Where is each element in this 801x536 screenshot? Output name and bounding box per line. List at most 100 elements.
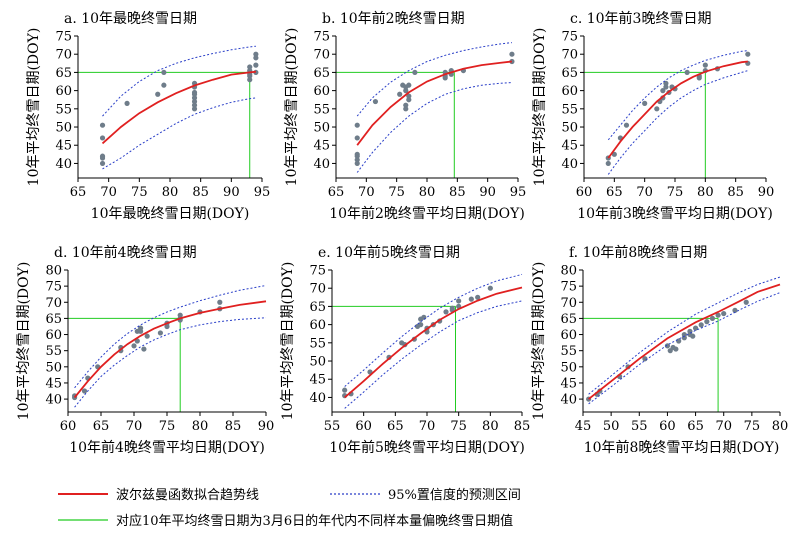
data-point bbox=[421, 314, 427, 320]
data-point bbox=[342, 387, 348, 393]
y-tick-label: 75 bbox=[313, 30, 330, 45]
data-point bbox=[442, 75, 448, 81]
data-point bbox=[138, 328, 144, 334]
y-tick-label: 65 bbox=[45, 312, 62, 327]
x-tick-label: 70 bbox=[419, 419, 436, 434]
data-point bbox=[509, 51, 515, 57]
x-tick-label: 60 bbox=[60, 419, 77, 434]
data-point bbox=[124, 100, 130, 106]
y-tick-label: 70 bbox=[309, 282, 326, 297]
data-point bbox=[692, 325, 699, 331]
data-point bbox=[456, 298, 462, 304]
y-tick-label: 70 bbox=[45, 296, 62, 311]
y-tick-label: 70 bbox=[313, 48, 330, 63]
x-tick-label: 60 bbox=[355, 419, 372, 434]
data-point bbox=[623, 122, 630, 128]
x-tick-label: 55 bbox=[324, 419, 341, 434]
prediction-upper-line bbox=[607, 50, 748, 141]
y-tick-label: 45 bbox=[561, 139, 578, 154]
x-tick-label: 50 bbox=[603, 419, 620, 434]
legend-fit-swatch bbox=[58, 492, 108, 495]
y-tick-label: 45 bbox=[45, 376, 62, 391]
x-tick-label: 60 bbox=[659, 419, 676, 434]
y-axis-label: 10年平均终雪日期(DOY) bbox=[531, 262, 547, 421]
fit-line bbox=[607, 60, 748, 159]
x-tick-label: 90 bbox=[258, 419, 275, 434]
x-tick-label: 95 bbox=[254, 185, 271, 200]
data-point bbox=[253, 51, 259, 57]
data-point bbox=[684, 69, 690, 76]
data-point bbox=[487, 285, 493, 291]
data-point bbox=[253, 62, 259, 68]
data-point bbox=[81, 388, 88, 394]
x-tick-label: 45 bbox=[575, 419, 592, 434]
data-point bbox=[397, 91, 403, 97]
data-point bbox=[745, 51, 751, 57]
data-point bbox=[690, 333, 696, 339]
y-tick-label: 60 bbox=[561, 84, 578, 99]
y-tick-label: 65 bbox=[560, 312, 577, 327]
prediction-lower-line bbox=[588, 292, 781, 405]
y-tick-label: 65 bbox=[313, 66, 330, 81]
x-tick-label: 80 bbox=[162, 185, 179, 200]
y-tick-label: 50 bbox=[313, 121, 330, 136]
fit-line bbox=[588, 283, 781, 400]
y-axis-label: 10年平均终雪日期(DOY) bbox=[16, 262, 32, 421]
x-tick-label: 75 bbox=[131, 185, 148, 200]
data-point bbox=[709, 315, 716, 322]
data-point bbox=[673, 346, 679, 352]
y-tick-label: 55 bbox=[313, 102, 330, 117]
prediction-upper-line bbox=[344, 273, 523, 387]
data-point bbox=[177, 312, 183, 318]
data-point bbox=[144, 333, 150, 339]
x-tick-label: 80 bbox=[772, 419, 789, 434]
prediction-upper-line bbox=[588, 276, 781, 395]
x-tick-label: 65 bbox=[387, 419, 404, 434]
data-point bbox=[403, 88, 409, 94]
y-tick-label: 50 bbox=[309, 355, 326, 370]
data-point bbox=[403, 106, 409, 112]
y-tick-label: 65 bbox=[561, 66, 578, 81]
y-tick-label: 40 bbox=[309, 391, 326, 406]
data-point bbox=[191, 102, 198, 108]
data-point bbox=[99, 155, 106, 161]
fit-line bbox=[101, 70, 257, 145]
y-tick-label: 55 bbox=[560, 344, 577, 359]
x-tick-label: 75 bbox=[388, 185, 405, 200]
y-tick-label: 55 bbox=[561, 102, 578, 117]
data-point bbox=[654, 106, 660, 112]
x-tick-label: 80 bbox=[482, 419, 499, 434]
y-tick-label: 65 bbox=[55, 66, 72, 81]
x-tick-label: 75 bbox=[450, 419, 467, 434]
y-tick-label: 75 bbox=[55, 30, 72, 45]
x-tick-label: 65 bbox=[328, 185, 345, 200]
y-tick-label: 45 bbox=[560, 376, 577, 391]
y-tick-label: 80 bbox=[560, 264, 577, 279]
legend-fit-label: 波尔兹曼函数拟合趋势线 bbox=[116, 488, 260, 503]
data-point bbox=[403, 102, 409, 108]
y-tick-label: 40 bbox=[45, 393, 62, 408]
x-axis-label: 10年前2晚终雪平均日期(DOY) bbox=[329, 205, 525, 222]
panel-1: a. 10年最晚终雪日期 65 70 75 80 85 90 95 40 45 50 55 60 65 70… bbox=[26, 11, 270, 222]
data-point bbox=[247, 77, 253, 83]
x-tick-label: 65 bbox=[606, 185, 623, 200]
legend-fit: 波尔兹曼函数拟合趋势线 bbox=[58, 484, 259, 503]
legend-reference-label: 对应10年平均终雪日期为3月6日的年代内不同样本量偏晚终雪日期值 bbox=[116, 514, 514, 529]
data-point bbox=[253, 55, 259, 61]
legend-reference: 对应10年平均终雪日期为3月6日的年代内不同样本量偏晚终雪日期值 bbox=[58, 510, 513, 529]
x-tick-label: 75 bbox=[159, 419, 176, 434]
y-tick-label: 70 bbox=[55, 48, 72, 63]
y-tick-label: 50 bbox=[55, 121, 72, 136]
x-tick-label: 70 bbox=[636, 185, 653, 200]
y-tick-label: 55 bbox=[45, 344, 62, 359]
x-tick-label: 75 bbox=[667, 185, 684, 200]
data-point bbox=[509, 58, 515, 65]
y-tick-label: 60 bbox=[309, 318, 326, 333]
legend-reference-swatch bbox=[58, 518, 108, 521]
data-point bbox=[161, 82, 167, 88]
x-axis-label: 10年前3晚终雪平均日期(DOY) bbox=[577, 205, 773, 222]
y-tick-label: 80 bbox=[45, 264, 62, 279]
y-tick-label: 75 bbox=[561, 30, 578, 45]
